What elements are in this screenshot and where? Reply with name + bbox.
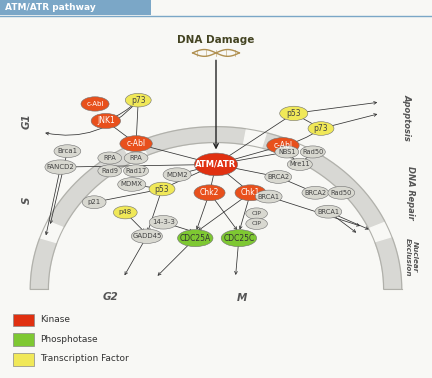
Text: S: S xyxy=(22,197,32,204)
Text: Phosphotase: Phosphotase xyxy=(40,335,97,344)
Text: ATM/ATR pathway: ATM/ATR pathway xyxy=(5,3,96,12)
Text: Rad17: Rad17 xyxy=(125,168,147,174)
Text: p53: p53 xyxy=(155,184,169,194)
Text: Rad50: Rad50 xyxy=(302,149,324,155)
Text: Brca1: Brca1 xyxy=(57,148,77,154)
Text: MDMX: MDMX xyxy=(121,181,143,187)
Text: FANCD2: FANCD2 xyxy=(47,164,74,170)
Text: G1: G1 xyxy=(22,113,32,129)
Ellipse shape xyxy=(54,145,81,158)
Ellipse shape xyxy=(113,206,137,219)
Text: BRCA1: BRCA1 xyxy=(318,209,339,215)
Ellipse shape xyxy=(45,160,76,174)
Ellipse shape xyxy=(302,186,329,199)
Ellipse shape xyxy=(163,168,191,181)
Text: p21: p21 xyxy=(88,199,101,205)
Text: DNA Damage: DNA Damage xyxy=(177,35,255,45)
Text: G2: G2 xyxy=(102,292,118,302)
Ellipse shape xyxy=(124,165,149,177)
Ellipse shape xyxy=(308,122,334,135)
Polygon shape xyxy=(122,138,149,165)
Text: p53: p53 xyxy=(286,109,301,118)
Text: p73: p73 xyxy=(314,124,328,133)
Text: Kinase: Kinase xyxy=(40,315,70,324)
Ellipse shape xyxy=(91,113,121,129)
Ellipse shape xyxy=(300,146,325,158)
Text: p48: p48 xyxy=(119,209,132,215)
Text: p73: p73 xyxy=(131,96,146,105)
Ellipse shape xyxy=(149,215,177,229)
Ellipse shape xyxy=(194,185,225,201)
FancyBboxPatch shape xyxy=(13,353,34,366)
Ellipse shape xyxy=(98,152,122,164)
Text: c-Abl: c-Abl xyxy=(127,139,146,148)
Text: CIP: CIP xyxy=(252,211,261,216)
Ellipse shape xyxy=(178,230,213,247)
Text: CDC25C: CDC25C xyxy=(223,234,254,243)
Text: JNK1: JNK1 xyxy=(97,116,115,125)
Text: M: M xyxy=(237,293,247,303)
FancyBboxPatch shape xyxy=(13,333,34,346)
Text: Nuclear
Exclusion: Nuclear Exclusion xyxy=(405,238,418,276)
Ellipse shape xyxy=(82,196,106,209)
Polygon shape xyxy=(36,220,68,244)
Text: BRCA2: BRCA2 xyxy=(304,190,327,196)
Text: Rad50: Rad50 xyxy=(330,190,352,196)
Text: Apoptosis: Apoptosis xyxy=(403,94,412,141)
Ellipse shape xyxy=(194,153,238,176)
Text: Rad9: Rad9 xyxy=(101,168,118,174)
Ellipse shape xyxy=(131,229,162,243)
Text: Chk2: Chk2 xyxy=(200,188,219,197)
Ellipse shape xyxy=(255,190,282,203)
Text: RPA: RPA xyxy=(130,155,143,161)
Text: Chk1: Chk1 xyxy=(241,188,260,197)
Text: 14-3-3: 14-3-3 xyxy=(152,219,175,225)
Ellipse shape xyxy=(81,97,109,111)
Text: c-Abl: c-Abl xyxy=(273,141,292,150)
Ellipse shape xyxy=(267,138,299,153)
Ellipse shape xyxy=(287,158,312,170)
Text: RPA: RPA xyxy=(103,155,116,161)
FancyBboxPatch shape xyxy=(0,0,151,15)
Ellipse shape xyxy=(118,178,146,191)
Text: ATM/ATR: ATM/ATR xyxy=(195,160,237,169)
Ellipse shape xyxy=(246,208,267,219)
Polygon shape xyxy=(365,221,396,243)
Ellipse shape xyxy=(246,218,267,229)
Ellipse shape xyxy=(315,205,342,218)
FancyBboxPatch shape xyxy=(13,314,34,326)
Polygon shape xyxy=(30,127,402,289)
Ellipse shape xyxy=(275,146,299,158)
Ellipse shape xyxy=(125,93,151,107)
Text: Mre11: Mre11 xyxy=(289,161,310,167)
Ellipse shape xyxy=(235,185,266,201)
Ellipse shape xyxy=(149,182,175,196)
Text: BRCA2: BRCA2 xyxy=(267,174,289,180)
Text: GADD45: GADD45 xyxy=(132,233,162,239)
Ellipse shape xyxy=(98,165,122,177)
Text: CIP: CIP xyxy=(252,221,261,226)
Ellipse shape xyxy=(120,136,152,152)
Text: CDC25A: CDC25A xyxy=(180,234,211,243)
Text: Transcription Factor: Transcription Factor xyxy=(40,354,128,363)
Ellipse shape xyxy=(265,170,292,183)
Polygon shape xyxy=(243,125,267,152)
Text: MDM2: MDM2 xyxy=(166,172,188,178)
Ellipse shape xyxy=(124,152,148,164)
Ellipse shape xyxy=(221,230,257,247)
Text: DNA Repair: DNA Repair xyxy=(406,166,415,220)
Ellipse shape xyxy=(280,106,308,121)
Text: BRCA1: BRCA1 xyxy=(258,194,280,200)
Polygon shape xyxy=(289,140,314,167)
Ellipse shape xyxy=(328,186,355,199)
Text: NBS1: NBS1 xyxy=(278,149,295,155)
Text: c-Abl: c-Abl xyxy=(86,101,104,107)
